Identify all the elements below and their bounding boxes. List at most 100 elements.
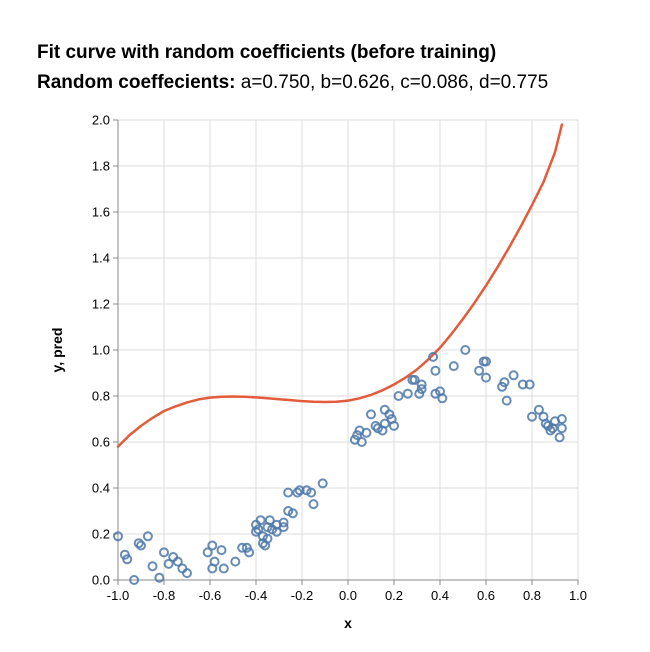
chart-subtitle: Random coeffecients: a=0.750, b=0.626, c… (37, 70, 548, 96)
data-point (278, 517, 289, 528)
data-point (113, 531, 123, 542)
data-point (356, 437, 367, 447)
x-tick-label: 0.2 (385, 588, 403, 603)
y-tick-label: 0.8 (92, 389, 110, 404)
data-point (517, 379, 528, 390)
y-tick-label: 1.6 (92, 205, 110, 220)
data-point (527, 411, 537, 422)
data-point (294, 485, 305, 496)
data-point (402, 388, 413, 399)
data-point (481, 356, 491, 367)
data-point (129, 575, 140, 585)
y-tick-label: 1.2 (92, 297, 110, 312)
data-point (237, 542, 248, 553)
data-point (370, 420, 381, 431)
y-tick-label: 1.0 (92, 343, 110, 358)
data-point (545, 425, 556, 436)
data-point (182, 568, 192, 579)
data-point (409, 374, 420, 385)
data-point (556, 423, 567, 434)
data-point (292, 487, 303, 498)
y-tick-label: 0.0 (92, 573, 110, 588)
grid-lines (117, 119, 579, 581)
data-point (361, 427, 372, 438)
chart-title-block: Fit curve with random coefficients (befo… (37, 40, 548, 96)
data-point (474, 365, 485, 376)
data-point (416, 384, 427, 395)
data-point (306, 487, 317, 498)
data-point (216, 545, 227, 556)
data-point (287, 508, 298, 519)
data-point (283, 487, 294, 498)
data-point (379, 418, 390, 429)
y-tick-label: 0.2 (92, 527, 110, 542)
data-point (271, 526, 282, 537)
data-point (428, 351, 439, 362)
data-point (366, 409, 376, 420)
data-points-layer (113, 345, 567, 585)
x-tick-label: -1.0 (107, 588, 129, 603)
subtitle-values: a=0.750, b=0.626, c=0.086, d=0.775 (240, 72, 549, 93)
y-tick-label: 1.4 (92, 251, 110, 266)
data-point (136, 540, 146, 551)
data-point (317, 478, 328, 489)
x-tick-label: -0.4 (245, 588, 267, 603)
data-point (540, 418, 551, 429)
data-point (389, 420, 399, 431)
x-tick-label: -0.2 (291, 588, 313, 603)
y-tick-label: 0.4 (92, 481, 110, 496)
data-point (460, 345, 471, 355)
x-tick-label: 0.4 (431, 588, 449, 603)
x-axis-title: x (344, 615, 352, 631)
data-point (554, 432, 565, 443)
data-point (119, 549, 130, 560)
chart-title: Fit curve with random coefficients (befo… (37, 42, 497, 63)
data-point (163, 558, 174, 569)
fit-curve (116, 123, 564, 448)
data-point (278, 522, 289, 533)
fit-curve-layer (116, 123, 564, 448)
data-point (142, 531, 153, 542)
data-point (244, 547, 255, 558)
data-point (501, 395, 512, 406)
axes: -1.0 -0.8 -0.6 -0.4 -0.2 0.0 0.2 0.4 0.6 0.8 1.0 0.… (92, 113, 587, 604)
data-point (251, 526, 261, 537)
data-point (508, 370, 519, 381)
data-point (430, 365, 441, 376)
data-point (230, 556, 241, 567)
data-point (499, 377, 510, 388)
y-tick-label: 0.6 (92, 435, 110, 450)
data-point (556, 414, 567, 424)
data-point (147, 561, 158, 572)
data-point (202, 547, 213, 558)
data-point (172, 556, 183, 567)
data-point (207, 540, 218, 551)
data-point (416, 379, 427, 390)
data-point (533, 404, 544, 415)
data-point (393, 391, 404, 401)
x-tick-label: 0.0 (339, 588, 357, 603)
x-tick-label: 1.0 (569, 588, 587, 603)
x-tick-label: 0.8 (523, 588, 541, 603)
x-tick-label: 0.6 (477, 588, 495, 603)
data-point (253, 524, 264, 535)
y-tick-label: 2.0 (92, 113, 110, 128)
data-point (255, 515, 266, 526)
data-point (218, 563, 229, 574)
data-point (264, 515, 275, 526)
y-axis-title: y, pred (49, 328, 65, 373)
data-point (308, 499, 319, 510)
data-point (133, 538, 144, 549)
subtitle-label: Random coeffecients: (37, 72, 236, 93)
data-point (524, 379, 535, 390)
x-tick-label: -0.6 (199, 588, 221, 603)
data-point (437, 393, 448, 404)
y-tick-label: 1.8 (92, 159, 110, 174)
data-point (159, 547, 169, 558)
data-point (262, 533, 273, 544)
data-point (448, 361, 459, 372)
data-point (154, 572, 165, 583)
x-tick-label: -0.8 (153, 588, 175, 603)
data-point (209, 556, 220, 567)
